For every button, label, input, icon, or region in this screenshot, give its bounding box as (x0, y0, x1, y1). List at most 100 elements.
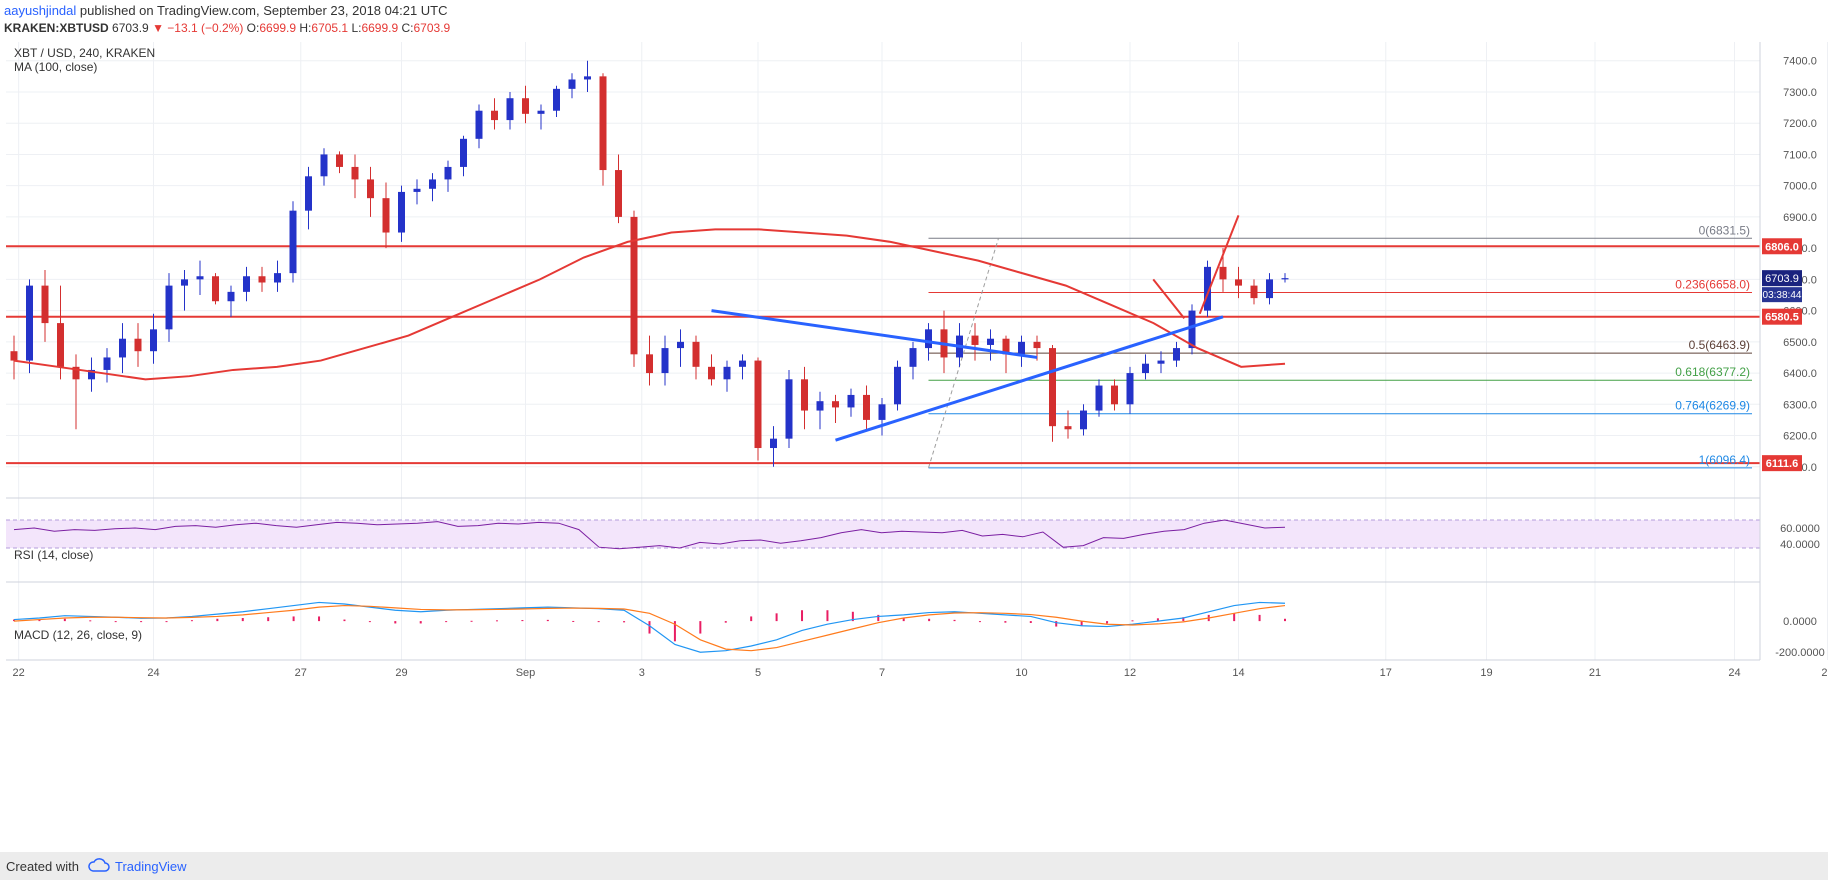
candle-body (1018, 341, 1025, 355)
macd-histogram-bar (13, 619, 15, 622)
price-tick-label: 6200.0 (1783, 431, 1817, 443)
signal-line (13, 604, 1286, 652)
macd-histogram-bar (343, 619, 346, 622)
fib-level-label: 0.764(6269.9) (1675, 399, 1750, 413)
rsi-title: RSI (14, close) (14, 548, 93, 562)
level-price-tag (1762, 455, 1802, 472)
candle-body (1266, 279, 1273, 299)
candle-body (134, 338, 142, 352)
forecast-down-arrow[interactable] (1152, 278, 1186, 320)
candle-body (367, 179, 374, 199)
candle-body (677, 341, 684, 349)
macd-histogram-bar (1131, 620, 1134, 622)
macd-histogram-bar (190, 620, 193, 622)
candle-body (1126, 373, 1134, 405)
macd-histogram-bar (292, 616, 295, 622)
macd-histogram-bar (673, 621, 676, 642)
price-tick-label: 7400.0 (1783, 56, 1817, 68)
candle-body (150, 329, 157, 352)
candle-body (1111, 385, 1118, 405)
time-tick-label: 27 (295, 667, 307, 679)
low-value: 6699.9 (361, 21, 399, 35)
macd-histogram-bar (216, 618, 219, 622)
high-label: H: (299, 21, 312, 35)
price-chart-title: XBT / USD, 240, KRAKEN (14, 46, 155, 60)
candle-body (10, 351, 18, 361)
candle-body (1250, 285, 1258, 299)
candle-body (1033, 341, 1041, 349)
descending-trendline[interactable] (711, 309, 1038, 359)
candle-body (41, 285, 49, 324)
macd-histogram-bar (1106, 621, 1109, 624)
candle-body (351, 166, 359, 180)
candle-body (336, 154, 343, 167)
candle-body (568, 79, 576, 89)
time-tick-label: 5 (755, 667, 761, 679)
candle-body (894, 366, 901, 405)
macd-histogram-bar (140, 621, 143, 623)
candle-body (1095, 385, 1103, 411)
publish-line: aayushjindal published on TradingView.co… (4, 3, 448, 18)
macd-histogram-bar (699, 621, 702, 634)
footer-bar: Created with TradingView (0, 852, 1828, 880)
time-tick-label: 17 (1380, 667, 1392, 679)
macd-histogram-bar (750, 616, 753, 622)
macd-histogram-bar (1029, 621, 1032, 623)
candle-body (723, 366, 731, 380)
rsi-band (6, 520, 1760, 548)
time-tick-label: 22 (13, 667, 25, 679)
candle-body (444, 166, 452, 180)
candle-body (88, 369, 95, 380)
symbol-line: KRAKEN:XBTUSD 6703.9 ▼ −13.1 (−0.2%) O:6… (4, 21, 450, 35)
cloud-logo-icon (88, 858, 110, 872)
macd-histogram-bar (470, 620, 473, 622)
time-tick-label: Sep (516, 667, 536, 679)
candle-body (770, 438, 777, 449)
macd-histogram-bar (953, 619, 956, 622)
candle-body (243, 276, 250, 292)
candle-body (258, 276, 266, 283)
candle-body (909, 348, 917, 367)
price-tick-label: 7300.0 (1783, 87, 1817, 99)
candle-body (692, 341, 700, 367)
candle-body (522, 98, 529, 114)
time-tick-label: 3 (639, 667, 645, 679)
macd-tick-label: -200.0000 (1775, 647, 1825, 659)
macd-histogram-bar (1055, 621, 1058, 627)
tradingview-brand-link[interactable]: TradingView (115, 859, 187, 874)
macd-line (13, 601, 1286, 653)
candle-body (615, 170, 622, 217)
candle-body (847, 394, 855, 408)
ascending-trendline[interactable] (835, 315, 1224, 442)
macd-histogram-bar (419, 621, 422, 624)
candle-body (925, 329, 932, 349)
fib-diagonal-line (928, 238, 999, 469)
candle-body (26, 285, 33, 361)
macd-histogram-bar (521, 620, 524, 622)
candle-body (1235, 279, 1242, 286)
candle-body (196, 276, 204, 280)
macd-histogram-bar (1233, 613, 1236, 622)
symbol-name[interactable]: KRAKEN:XBTUSD (4, 21, 109, 35)
macd-histogram-bar (445, 621, 448, 623)
macd-histogram-bar (1258, 614, 1261, 622)
rsi-line (13, 519, 1286, 550)
author-link[interactable]: aayushjindal (4, 3, 77, 18)
macd-histogram-bar (597, 621, 600, 623)
macd-histogram-bar (928, 618, 931, 622)
price-tick-label: 6500.0 (1783, 337, 1817, 349)
candle-body (57, 323, 64, 367)
macd-histogram-bar (546, 619, 549, 622)
macd-histogram-bar (165, 621, 168, 623)
candle-body (739, 360, 746, 367)
price-chart-svg[interactable]: 0(6831.5) 0.236(6658.0) 0.5(6463.9) 0.618(6… (0, 42, 1828, 850)
chart-area[interactable]: 0(6831.5) 0.236(6658.0) 0.5(6463.9) 0.618(6… (0, 42, 1828, 850)
candle-body (506, 98, 514, 121)
candle-body (1080, 410, 1087, 430)
candle-body (661, 348, 669, 374)
time-tick-label: 14 (1232, 667, 1244, 679)
forecast-up-arrow[interactable] (1198, 214, 1240, 315)
fib-level-label: 0.618(6377.2) (1675, 365, 1750, 379)
candle-body (832, 401, 839, 408)
chart-header: aayushjindal published on TradingView.co… (0, 0, 1828, 38)
